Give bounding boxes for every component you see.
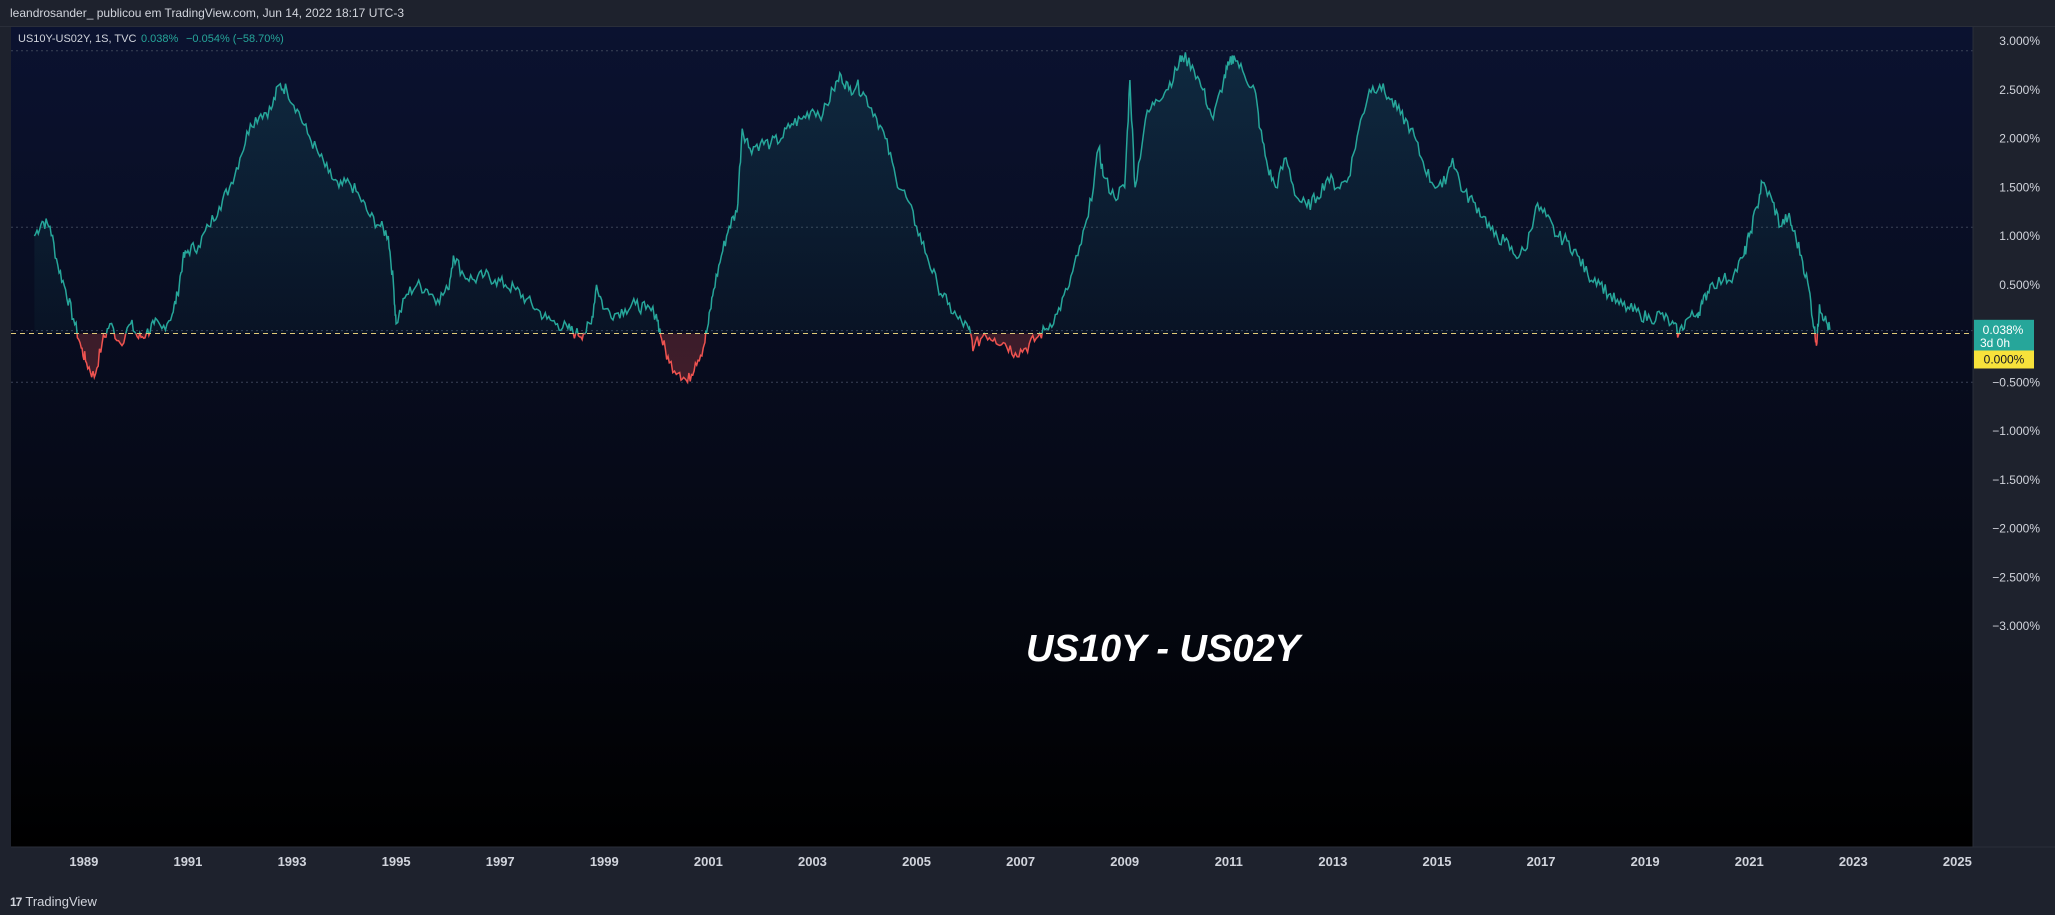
tradingview-logo-icon: 17 bbox=[10, 895, 22, 909]
time-tick-label: 2021 bbox=[1735, 854, 1764, 869]
price-tick-label: 2.000% bbox=[1999, 132, 2040, 146]
price-tick-label: −2.000% bbox=[1992, 522, 2040, 536]
time-tick-label: 2019 bbox=[1631, 854, 1660, 869]
price-tick-label: −1.000% bbox=[1992, 424, 2040, 438]
time-tick-label: 1993 bbox=[278, 854, 307, 869]
time-tick-label: 2023 bbox=[1839, 854, 1868, 869]
legend-symbol[interactable]: US10Y-US02Y, 1S, TVC bbox=[18, 33, 136, 45]
price-tick-label: 3.000% bbox=[1999, 34, 2040, 48]
zero-price-label: 0.000% bbox=[1984, 353, 2025, 367]
time-tick-label: 1999 bbox=[590, 854, 619, 869]
tradingview-logo[interactable]: 17 TradingView bbox=[10, 889, 97, 915]
time-tick-label: 2003 bbox=[798, 854, 827, 869]
tradingview-brand: TradingView bbox=[25, 894, 97, 909]
last-price-label: 0.038% bbox=[1983, 323, 2024, 337]
publish-info-bar: leandrosander_ publicou em TradingView.c… bbox=[0, 0, 2055, 27]
series-line-positive bbox=[33, 52, 1831, 334]
price-tick-label: −1.500% bbox=[1992, 473, 2040, 487]
price-tick-label: 1.500% bbox=[1999, 180, 2040, 194]
time-axis[interactable]: 1989 1991 1993 1995 1997 1999 2001 2003 2005 2007… bbox=[69, 854, 1971, 869]
time-tick-label: 2017 bbox=[1527, 854, 1556, 869]
price-tick-label: −3.000% bbox=[1992, 619, 2040, 633]
time-tick-label: 2009 bbox=[1110, 854, 1139, 869]
footer-bar: 17 TradingView bbox=[0, 889, 2055, 915]
price-tick-label: −0.500% bbox=[1992, 375, 2040, 389]
time-tick-label: 2015 bbox=[1423, 854, 1452, 869]
time-tick-label: 2005 bbox=[902, 854, 931, 869]
legend-last-value: 0.038% bbox=[141, 33, 179, 45]
time-tick-label: 2025 bbox=[1943, 854, 1972, 869]
last-price-marker: 0.038% 3d 0h 0.000% bbox=[1974, 319, 2034, 369]
last-price-bg bbox=[1974, 319, 2034, 352]
legend-change: −0.054% (−58.70%) bbox=[186, 33, 284, 45]
chart-annotation-text[interactable]: US10Y - US02Y bbox=[1026, 628, 1304, 670]
price-axis[interactable]: 3.000% 2.500% 2.000% 1.500% 1.000% 0.500% −0.5… bbox=[1992, 34, 2040, 633]
time-tick-label: 2013 bbox=[1318, 854, 1347, 869]
time-tick-label: 1989 bbox=[69, 854, 98, 869]
price-tick-label: −2.500% bbox=[1992, 570, 2040, 584]
time-tick-label: 2007 bbox=[1006, 854, 1035, 869]
time-tick-label: 1997 bbox=[486, 854, 515, 869]
time-tick-label: 1991 bbox=[173, 854, 202, 869]
chart-pane[interactable]: 3.000% 2.500% 2.000% 1.500% 1.000% 0.500% −0.5… bbox=[11, 27, 2055, 889]
time-tick-label: 1995 bbox=[382, 854, 411, 869]
time-tick-label: 2001 bbox=[694, 854, 723, 869]
price-tick-label: 0.500% bbox=[1999, 278, 2040, 292]
plot-background bbox=[11, 27, 1973, 847]
legend[interactable]: US10Y-US02Y, 1S, TVC 0.038% −0.054% (−58… bbox=[18, 33, 284, 45]
area-fill-positive bbox=[34, 52, 1830, 334]
price-tick-label: 2.500% bbox=[1999, 83, 2040, 97]
countdown-label: 3d 0h bbox=[1980, 336, 2010, 350]
price-tick-label: 1.000% bbox=[1999, 229, 2040, 243]
chart-svg[interactable]: 3.000% 2.500% 2.000% 1.500% 1.000% 0.500% −0.5… bbox=[11, 27, 2055, 889]
publisher-text: leandrosander_ publicou em TradingView.c… bbox=[10, 6, 405, 20]
time-tick-label: 2011 bbox=[1215, 854, 1243, 869]
zero-label-bg bbox=[1974, 350, 2034, 369]
